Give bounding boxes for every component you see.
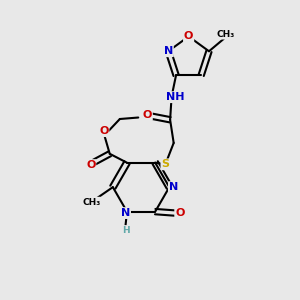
Text: O: O — [175, 208, 184, 218]
Text: O: O — [142, 110, 152, 120]
Text: H: H — [122, 226, 130, 235]
Text: NH: NH — [166, 92, 184, 102]
Text: CH₃: CH₃ — [82, 197, 100, 206]
Text: O: O — [86, 160, 95, 170]
Text: O: O — [99, 126, 109, 136]
Text: S: S — [161, 159, 169, 169]
Text: O: O — [184, 32, 193, 41]
Text: N: N — [169, 182, 178, 192]
Text: N: N — [121, 208, 130, 218]
Text: CH₃: CH₃ — [216, 30, 235, 39]
Text: N: N — [164, 46, 173, 56]
